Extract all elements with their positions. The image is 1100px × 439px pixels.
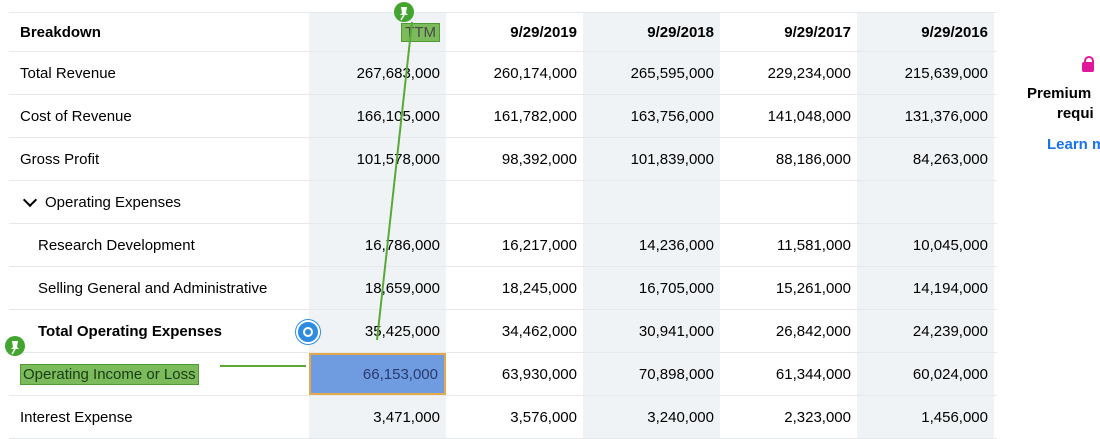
table-row: Interest Expense 3,471,000 3,576,000 3,2… (9, 396, 997, 439)
premium-line-1: Premium (1027, 85, 1092, 102)
row-label: Operating Income or Loss (20, 363, 199, 385)
value-cell: 15,261,000 (775, 279, 851, 297)
value-cell: 267,683,000 (309, 52, 446, 94)
row-label: Gross Profit (20, 150, 100, 168)
value-cell: 63,930,000 (501, 365, 577, 383)
value-cell: 101,578,000 (309, 138, 446, 180)
breakdown-header: Breakdown (20, 23, 101, 41)
row-label-cell: Operating Income or Loss (9, 353, 309, 395)
lock-icon (1082, 56, 1094, 72)
table-row: Cost of Revenue 166,105,000 161,782,000 … (9, 95, 997, 138)
column-header-2018[interactable]: 9/29/2018 (583, 13, 720, 51)
value-cell: 11,581,000 (777, 236, 851, 254)
value-cell: 141,048,000 (767, 107, 851, 125)
value-cell (857, 181, 994, 223)
value-cell: 14,194,000 (857, 267, 994, 309)
value-cell: 1,456,000 (857, 396, 994, 438)
premium-line-2: requi (1057, 105, 1094, 122)
value-cell: 24,239,000 (857, 310, 994, 352)
value-cell: 61,344,000 (775, 365, 851, 383)
value-cell: 260,174,000 (493, 64, 577, 82)
value-cell: 131,376,000 (857, 95, 994, 137)
table-row: Total Operating Expenses 35,425,000 34,4… (9, 310, 997, 353)
table-row: Research Development 16,786,000 16,217,0… (9, 224, 997, 267)
value-cell: 14,236,000 (583, 224, 720, 266)
value-cell: 10,045,000 (857, 224, 994, 266)
row-label: Interest Expense (20, 408, 133, 426)
value-cell: 16,705,000 (583, 267, 720, 309)
value-cell: 166,105,000 (309, 95, 446, 137)
value-cell: 163,756,000 (583, 95, 720, 137)
table-row: Operating Income or Loss 66,153,000 63,9… (9, 353, 997, 396)
value-cell (720, 181, 857, 223)
value-cell: 16,786,000 (309, 224, 446, 266)
table-row: Total Revenue 267,683,000 260,174,000 26… (9, 52, 997, 95)
ttm-label: TTM (401, 22, 440, 42)
value-cell: 34,462,000 (501, 322, 577, 340)
value-cell: 16,217,000 (501, 236, 577, 254)
value-cell: 88,186,000 (775, 150, 851, 168)
row-label: Research Development (38, 236, 195, 254)
row-label: Cost of Revenue (20, 107, 132, 125)
value-cell: 161,782,000 (493, 107, 577, 125)
value-cell: 215,639,000 (857, 52, 994, 94)
crosshair-target-icon (296, 320, 320, 344)
row-label: Selling General and Administrative (38, 279, 268, 297)
value-cell: 70,898,000 (583, 353, 720, 395)
value-cell: 84,263,000 (857, 138, 994, 180)
value-cell (583, 181, 720, 223)
value-cell (446, 181, 583, 223)
column-header-2019[interactable]: 9/29/2019 (510, 23, 577, 41)
table-row: Selling General and Administrative 18,65… (9, 267, 997, 310)
column-header-2016[interactable]: 9/29/2016 (857, 13, 994, 51)
operating-expenses-toggle[interactable]: Operating Expenses (9, 181, 309, 223)
value-cell: 265,595,000 (583, 52, 720, 94)
chevron-down-icon (22, 192, 38, 208)
value-cell: 3,576,000 (510, 408, 577, 426)
value-cell: 3,240,000 (583, 396, 720, 438)
value-cell: 101,839,000 (583, 138, 720, 180)
value-cell: 30,941,000 (583, 310, 720, 352)
column-header-2017[interactable]: 9/29/2017 (784, 23, 851, 41)
table-row-expandable[interactable]: Operating Expenses (9, 181, 997, 224)
value-cell: 26,842,000 (775, 322, 851, 340)
value-cell: 229,234,000 (767, 64, 851, 82)
row-label: Total Operating Expenses (38, 322, 222, 340)
selected-value-cell[interactable]: 66,153,000 (309, 353, 446, 395)
value-cell: 18,659,000 (309, 267, 446, 309)
table-row: Gross Profit 101,578,000 98,392,000 101,… (9, 138, 997, 181)
table-header-row: Breakdown TTM 9/29/2019 9/29/2018 9/29/2… (9, 13, 997, 52)
value-cell: 2,323,000 (784, 408, 851, 426)
premium-required-text: Premium requi (1012, 84, 1100, 124)
column-header-ttm[interactable]: TTM (309, 13, 446, 51)
value-cell (309, 181, 446, 223)
learn-more-link[interactable]: Learn m (1047, 136, 1100, 153)
value-cell: 3,471,000 (309, 396, 446, 438)
value-cell: 18,245,000 (501, 279, 577, 297)
value-cell: 35,425,000 (309, 310, 446, 352)
value-cell: 98,392,000 (501, 150, 577, 168)
premium-panel: Premium requi Learn m (1012, 56, 1100, 153)
row-label: Operating Expenses (45, 193, 181, 211)
financials-table: Breakdown TTM 9/29/2019 9/29/2018 9/29/2… (9, 12, 997, 439)
value-cell: 60,024,000 (857, 353, 994, 395)
row-label: Total Revenue (20, 64, 116, 82)
